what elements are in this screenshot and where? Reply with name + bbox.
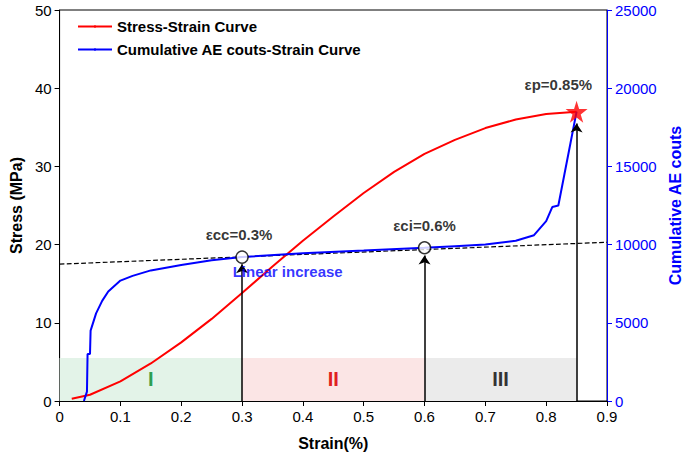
svg-text:εcc=0.3%: εcc=0.3% <box>206 226 273 243</box>
svg-text:Strain(%): Strain(%) <box>298 435 368 452</box>
svg-text:0.8: 0.8 <box>536 408 557 425</box>
svg-text:0.6: 0.6 <box>414 408 435 425</box>
svg-text:Cumulative AE couts: Cumulative AE couts <box>667 126 684 286</box>
svg-text:20: 20 <box>35 236 52 253</box>
svg-text:Stress (MPa): Stress (MPa) <box>8 157 25 254</box>
svg-text:III: III <box>492 368 509 390</box>
svg-text:0: 0 <box>55 408 63 425</box>
svg-text:25000: 25000 <box>615 2 657 19</box>
svg-text:50: 50 <box>35 2 52 19</box>
svg-text:0.1: 0.1 <box>110 408 131 425</box>
svg-text:Cumulative AE couts-Strain Cur: Cumulative AE couts-Strain Curve <box>117 41 361 58</box>
svg-text:10: 10 <box>35 314 52 331</box>
svg-text:0: 0 <box>43 393 51 410</box>
svg-text:Stress-Strain Curve: Stress-Strain Curve <box>117 18 257 35</box>
svg-text:0.5: 0.5 <box>353 408 374 425</box>
svg-text:15000: 15000 <box>615 158 657 175</box>
svg-text:0.2: 0.2 <box>171 408 192 425</box>
svg-text:5000: 5000 <box>615 314 648 331</box>
svg-text:εci=0.6%: εci=0.6% <box>393 217 456 234</box>
svg-text:II: II <box>328 368 339 390</box>
svg-text:30: 30 <box>35 158 52 175</box>
svg-text:I: I <box>148 368 154 390</box>
svg-text:20000: 20000 <box>615 80 657 97</box>
svg-text:0.4: 0.4 <box>292 408 313 425</box>
svg-text:Linear increase: Linear increase <box>233 263 343 280</box>
svg-text:40: 40 <box>35 80 52 97</box>
svg-text:10000: 10000 <box>615 236 657 253</box>
svg-text:0.9: 0.9 <box>597 408 618 425</box>
svg-text:0.7: 0.7 <box>475 408 496 425</box>
svg-text:0.3: 0.3 <box>232 408 253 425</box>
svg-text:εp=0.85%: εp=0.85% <box>525 76 593 93</box>
svg-text:0: 0 <box>615 393 623 410</box>
